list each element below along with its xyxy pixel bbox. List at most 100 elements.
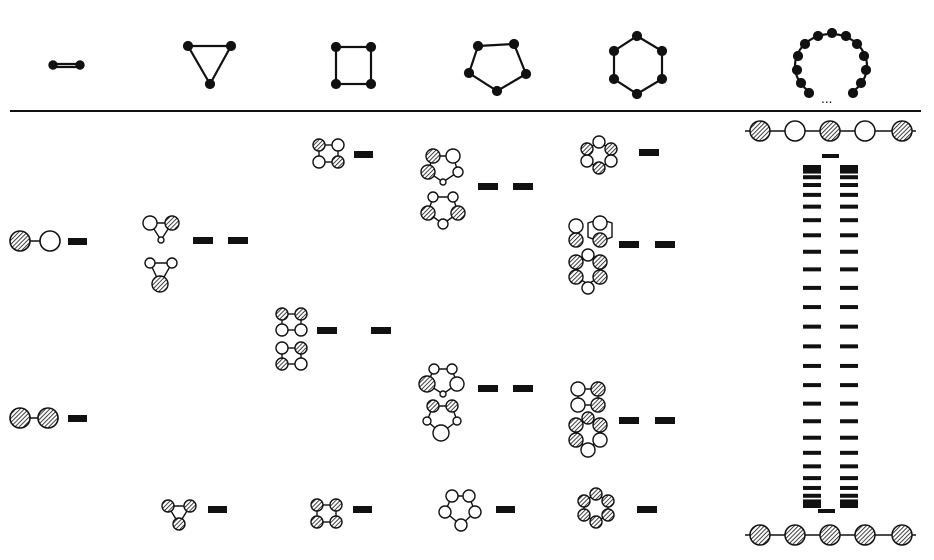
energy-level <box>655 241 675 248</box>
energy-level <box>840 464 858 469</box>
energy-level <box>803 504 821 508</box>
mo-ring-6-top <box>580 135 618 175</box>
energy-level <box>840 175 858 180</box>
energy-level <box>639 149 659 156</box>
energy-level <box>818 509 835 513</box>
energy-band <box>803 154 858 513</box>
energy-level <box>478 183 498 190</box>
ring-n-header <box>791 27 872 99</box>
energy-level <box>803 450 821 455</box>
mo-ring-3-upper-a <box>142 215 180 244</box>
ring-6-header <box>608 30 668 100</box>
energy-level <box>803 204 821 209</box>
energy-level <box>840 218 858 223</box>
energy-level <box>803 383 821 388</box>
mo-ring-5-upper-a <box>420 148 464 186</box>
energy-level <box>840 169 858 174</box>
energy-level <box>68 415 87 422</box>
energy-level <box>840 401 858 406</box>
energy-level <box>803 218 821 223</box>
energy-level <box>840 233 858 238</box>
energy-level <box>803 493 821 498</box>
ring-5-header <box>463 38 532 97</box>
energy-level <box>803 344 821 349</box>
mo-ring-6-upper-a <box>568 215 613 248</box>
energy-level <box>840 324 858 329</box>
mo-ring-6-lower-a <box>570 381 606 413</box>
mo-ring-4-top <box>312 138 345 169</box>
energy-level <box>822 154 839 158</box>
energy-level <box>208 506 227 513</box>
energy-level <box>840 383 858 388</box>
energy-level <box>803 285 821 290</box>
mo-ring-2-upper <box>9 230 87 252</box>
energy-level <box>803 401 821 406</box>
energy-level <box>840 493 858 498</box>
energy-level <box>496 506 515 513</box>
mo-ring-5-bottom <box>438 489 482 532</box>
energy-level <box>840 204 858 209</box>
header-row <box>48 27 872 100</box>
energy-level <box>803 363 821 368</box>
energy-level <box>803 305 821 310</box>
energy-level <box>193 237 213 244</box>
mo-ring-5-lower-a <box>418 363 465 398</box>
band-top-orbital <box>745 120 916 142</box>
energy-level <box>840 504 858 508</box>
energy-level <box>803 183 821 188</box>
energy-level <box>317 327 337 334</box>
energy-level <box>353 506 372 513</box>
energy-level <box>803 324 821 329</box>
energy-level <box>803 166 821 171</box>
energy-level <box>619 241 639 248</box>
mo-ring-4-bottom <box>310 498 343 529</box>
energy-level <box>803 267 821 272</box>
energy-level <box>840 305 858 310</box>
energy-level <box>803 169 821 174</box>
ring-3-header <box>182 40 237 90</box>
energy-level <box>840 285 858 290</box>
energy-level <box>840 419 858 424</box>
energy-level <box>68 238 87 245</box>
energy-level <box>637 506 657 513</box>
energy-level <box>840 267 858 272</box>
energy-level <box>803 464 821 469</box>
energy-level <box>803 499 821 504</box>
energy-level <box>371 327 391 334</box>
mo-ring-5-upper-b <box>420 191 466 230</box>
mo-ring-6-lower-b <box>568 411 608 458</box>
ring-4-header <box>330 41 377 90</box>
mo-ring-2-lower <box>9 407 87 429</box>
energy-level <box>513 183 533 190</box>
energy-level <box>803 249 821 254</box>
energy-level <box>840 476 858 481</box>
energy-level <box>840 485 858 490</box>
energy-level <box>840 166 858 171</box>
ring-2-header <box>48 60 85 70</box>
mo-ring-6-upper-b <box>568 248 608 295</box>
energy-level <box>803 476 821 481</box>
mo-ring-3-lower <box>161 499 197 531</box>
energy-level <box>513 385 533 392</box>
column-ring-n <box>745 120 916 546</box>
energy-level <box>840 499 858 504</box>
mo-ring-6-bottom <box>577 487 615 529</box>
mo-ring-5-lower-b <box>422 399 462 442</box>
energy-level <box>840 450 858 455</box>
mo-ring-4-mid-b <box>275 341 308 371</box>
energy-level <box>840 363 858 368</box>
energy-level <box>840 344 858 349</box>
column-ring-2 <box>9 230 87 429</box>
column-ring-4 <box>275 138 391 529</box>
column-ring-3 <box>142 215 248 531</box>
energy-level <box>803 435 821 440</box>
energy-level <box>655 417 675 424</box>
mo-ring-4-mid-a <box>275 307 308 337</box>
column-ring-6 <box>568 135 675 529</box>
energy-level <box>354 151 373 158</box>
energy-level <box>803 233 821 238</box>
energy-level <box>803 192 821 197</box>
energy-level <box>840 183 858 188</box>
energy-level <box>478 385 498 392</box>
energy-level <box>840 192 858 197</box>
